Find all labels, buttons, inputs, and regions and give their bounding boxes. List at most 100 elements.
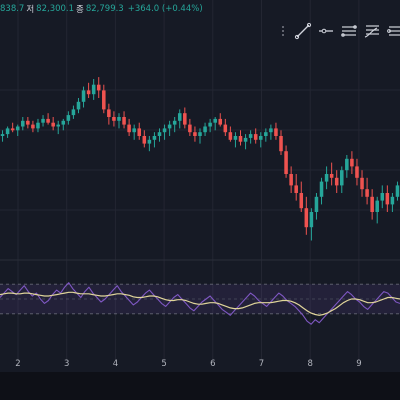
candle-body[interactable] — [183, 113, 187, 125]
candle-body[interactable] — [137, 128, 142, 136]
fib-retracement-tool[interactable] — [362, 21, 381, 41]
candle-body[interactable] — [340, 170, 344, 186]
candle-body[interactable] — [299, 193, 304, 209]
candle-body[interactable] — [365, 189, 369, 197]
candle-body[interactable] — [309, 212, 314, 228]
candle-body[interactable] — [86, 90, 91, 95]
candle-body[interactable] — [162, 128, 167, 133]
candle-body[interactable] — [345, 158, 349, 171]
drawing-toolbar — [278, 20, 400, 42]
candle-body[interactable] — [96, 84, 101, 91]
candle-body[interactable] — [5, 128, 10, 135]
horizontal-ray-tool[interactable] — [317, 21, 336, 41]
candle-body[interactable] — [71, 109, 76, 116]
candle-body[interactable] — [314, 196, 319, 212]
candle-body[interactable] — [41, 118, 45, 123]
candle-body[interactable] — [142, 136, 147, 144]
candle-body[interactable] — [172, 120, 177, 125]
candle-body[interactable] — [228, 132, 233, 140]
candle-body[interactable] — [26, 120, 30, 125]
candle-body[interactable] — [375, 200, 379, 212]
candle-body[interactable] — [324, 174, 329, 182]
candle-body[interactable] — [147, 139, 152, 144]
candle-body[interactable] — [10, 128, 15, 131]
candle-body[interactable] — [370, 196, 374, 212]
candle-body[interactable] — [167, 124, 172, 129]
candle-body[interactable] — [284, 151, 288, 174]
candle-body[interactable] — [132, 128, 136, 133]
candle-body[interactable] — [223, 124, 228, 133]
rsi-pane[interactable] — [0, 282, 400, 325]
price-candles[interactable] — [0, 77, 400, 241]
parallel-channel-icon — [341, 25, 357, 37]
x-tick-label: 3 — [64, 359, 69, 369]
candle-body[interactable] — [193, 132, 197, 136]
candle-body[interactable] — [198, 132, 202, 136]
candle-body[interactable] — [66, 115, 71, 121]
candle-body[interactable] — [294, 185, 298, 193]
candle-body[interactable] — [213, 118, 217, 123]
candle-body[interactable] — [15, 126, 20, 131]
parallel-channel-tool[interactable] — [339, 21, 358, 41]
candle-body[interactable] — [188, 124, 192, 133]
trend-line-tool[interactable] — [294, 21, 313, 41]
candle-body[interactable] — [46, 118, 50, 123]
candle-body[interactable] — [203, 126, 207, 133]
candle-body[interactable] — [36, 122, 40, 129]
drag-handle-icon[interactable] — [282, 26, 286, 36]
candle-body[interactable] — [152, 136, 157, 140]
candle-body[interactable] — [269, 128, 273, 133]
candle-body[interactable] — [238, 136, 243, 142]
candle-body[interactable] — [395, 185, 400, 197]
candle-body[interactable] — [264, 132, 268, 136]
candle-body[interactable] — [243, 137, 248, 142]
candle-body[interactable] — [122, 117, 126, 125]
candle-body[interactable] — [218, 118, 223, 125]
rsi-ma-line[interactable] — [0, 291, 400, 316]
candle-body[interactable] — [91, 84, 96, 95]
candle-body[interactable] — [157, 132, 162, 136]
candle-body[interactable] — [51, 122, 55, 127]
candle-body[interactable] — [61, 120, 66, 125]
x-tick-label: 5 — [161, 359, 166, 369]
candle-body[interactable] — [350, 158, 354, 167]
candle-body[interactable] — [304, 208, 309, 228]
candle-body[interactable] — [127, 124, 131, 133]
candle-body[interactable] — [319, 181, 324, 197]
bottom-toolbar[interactable] — [0, 372, 400, 400]
candle-body[interactable] — [208, 122, 212, 127]
x-tick-label: 4 — [113, 359, 118, 369]
candle-body[interactable] — [385, 193, 390, 205]
candle-body[interactable] — [334, 177, 339, 186]
candle-body[interactable] — [258, 136, 263, 140]
candle-body[interactable] — [380, 193, 385, 201]
x-tick-label: 7 — [259, 359, 264, 369]
candle-body[interactable] — [0, 134, 5, 136]
candle-body[interactable] — [81, 90, 86, 102]
candle-body[interactable] — [253, 134, 258, 140]
candle-body[interactable] — [289, 174, 293, 186]
candle-body[interactable] — [112, 117, 116, 121]
candle-body[interactable] — [390, 196, 395, 205]
candle-body[interactable] — [329, 174, 334, 178]
candle-body[interactable] — [21, 120, 25, 127]
candle-body[interactable] — [248, 134, 253, 138]
candle-body[interactable] — [177, 113, 182, 121]
candle-body[interactable] — [360, 177, 364, 190]
candle-body[interactable] — [102, 90, 106, 110]
x-tick-label: 8 — [307, 359, 312, 369]
time-axis[interactable]: 2 3 4 5 6 7 8 9 — [15, 359, 361, 369]
candle-body[interactable] — [279, 136, 283, 152]
candle-body[interactable] — [274, 128, 278, 136]
candle-body[interactable] — [117, 117, 121, 121]
candle-body[interactable] — [107, 109, 111, 117]
candle-body[interactable] — [355, 166, 359, 178]
pitchfork-tool[interactable] — [385, 21, 400, 41]
candle-body[interactable] — [31, 124, 35, 129]
candle-body[interactable] — [76, 101, 81, 110]
candle-body[interactable] — [56, 124, 60, 127]
candle-body[interactable] — [233, 136, 238, 140]
